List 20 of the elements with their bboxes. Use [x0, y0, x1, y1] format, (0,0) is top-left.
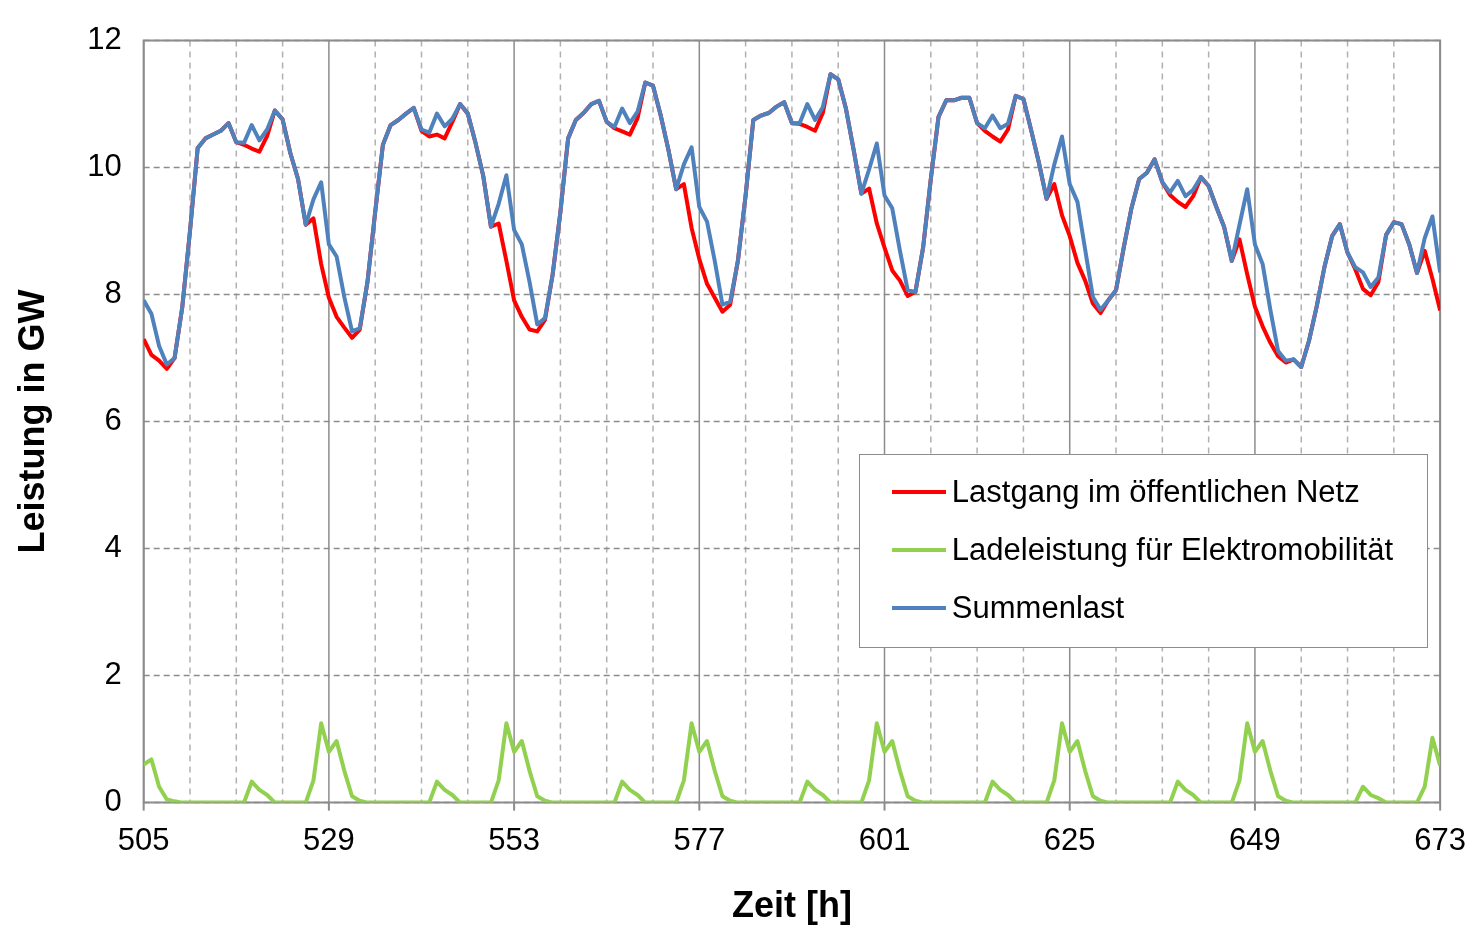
y-tick-label: 12: [87, 21, 122, 57]
legend-label: Summenlast: [951, 590, 1125, 626]
y-tick-label: 8: [104, 275, 122, 311]
y-tick-label: 0: [104, 783, 122, 819]
y-tick-label: 4: [104, 529, 122, 565]
legend-label: Lastgang im öffentlichen Netz: [951, 474, 1360, 510]
y-tick-label: 6: [104, 402, 122, 438]
legend-label: Ladeleistung für Elektromobilität: [951, 532, 1393, 568]
x-tick-label: 625: [1043, 821, 1096, 857]
x-tick-label: 577: [673, 821, 726, 857]
y-tick-label: 10: [87, 148, 122, 184]
x-tick-label: 649: [1229, 821, 1281, 857]
x-tick-label: 529: [303, 821, 355, 857]
x-tick-label: 601: [858, 821, 911, 857]
x-tick-label: 553: [488, 821, 540, 857]
x-tick-label: 673: [1414, 821, 1467, 857]
x-axis-title: Zeit [h]: [731, 884, 852, 926]
y-axis-title: Leistung in GW: [10, 289, 52, 554]
x-tick-label: 505: [117, 821, 170, 857]
y-tick-label: 2: [104, 656, 122, 692]
